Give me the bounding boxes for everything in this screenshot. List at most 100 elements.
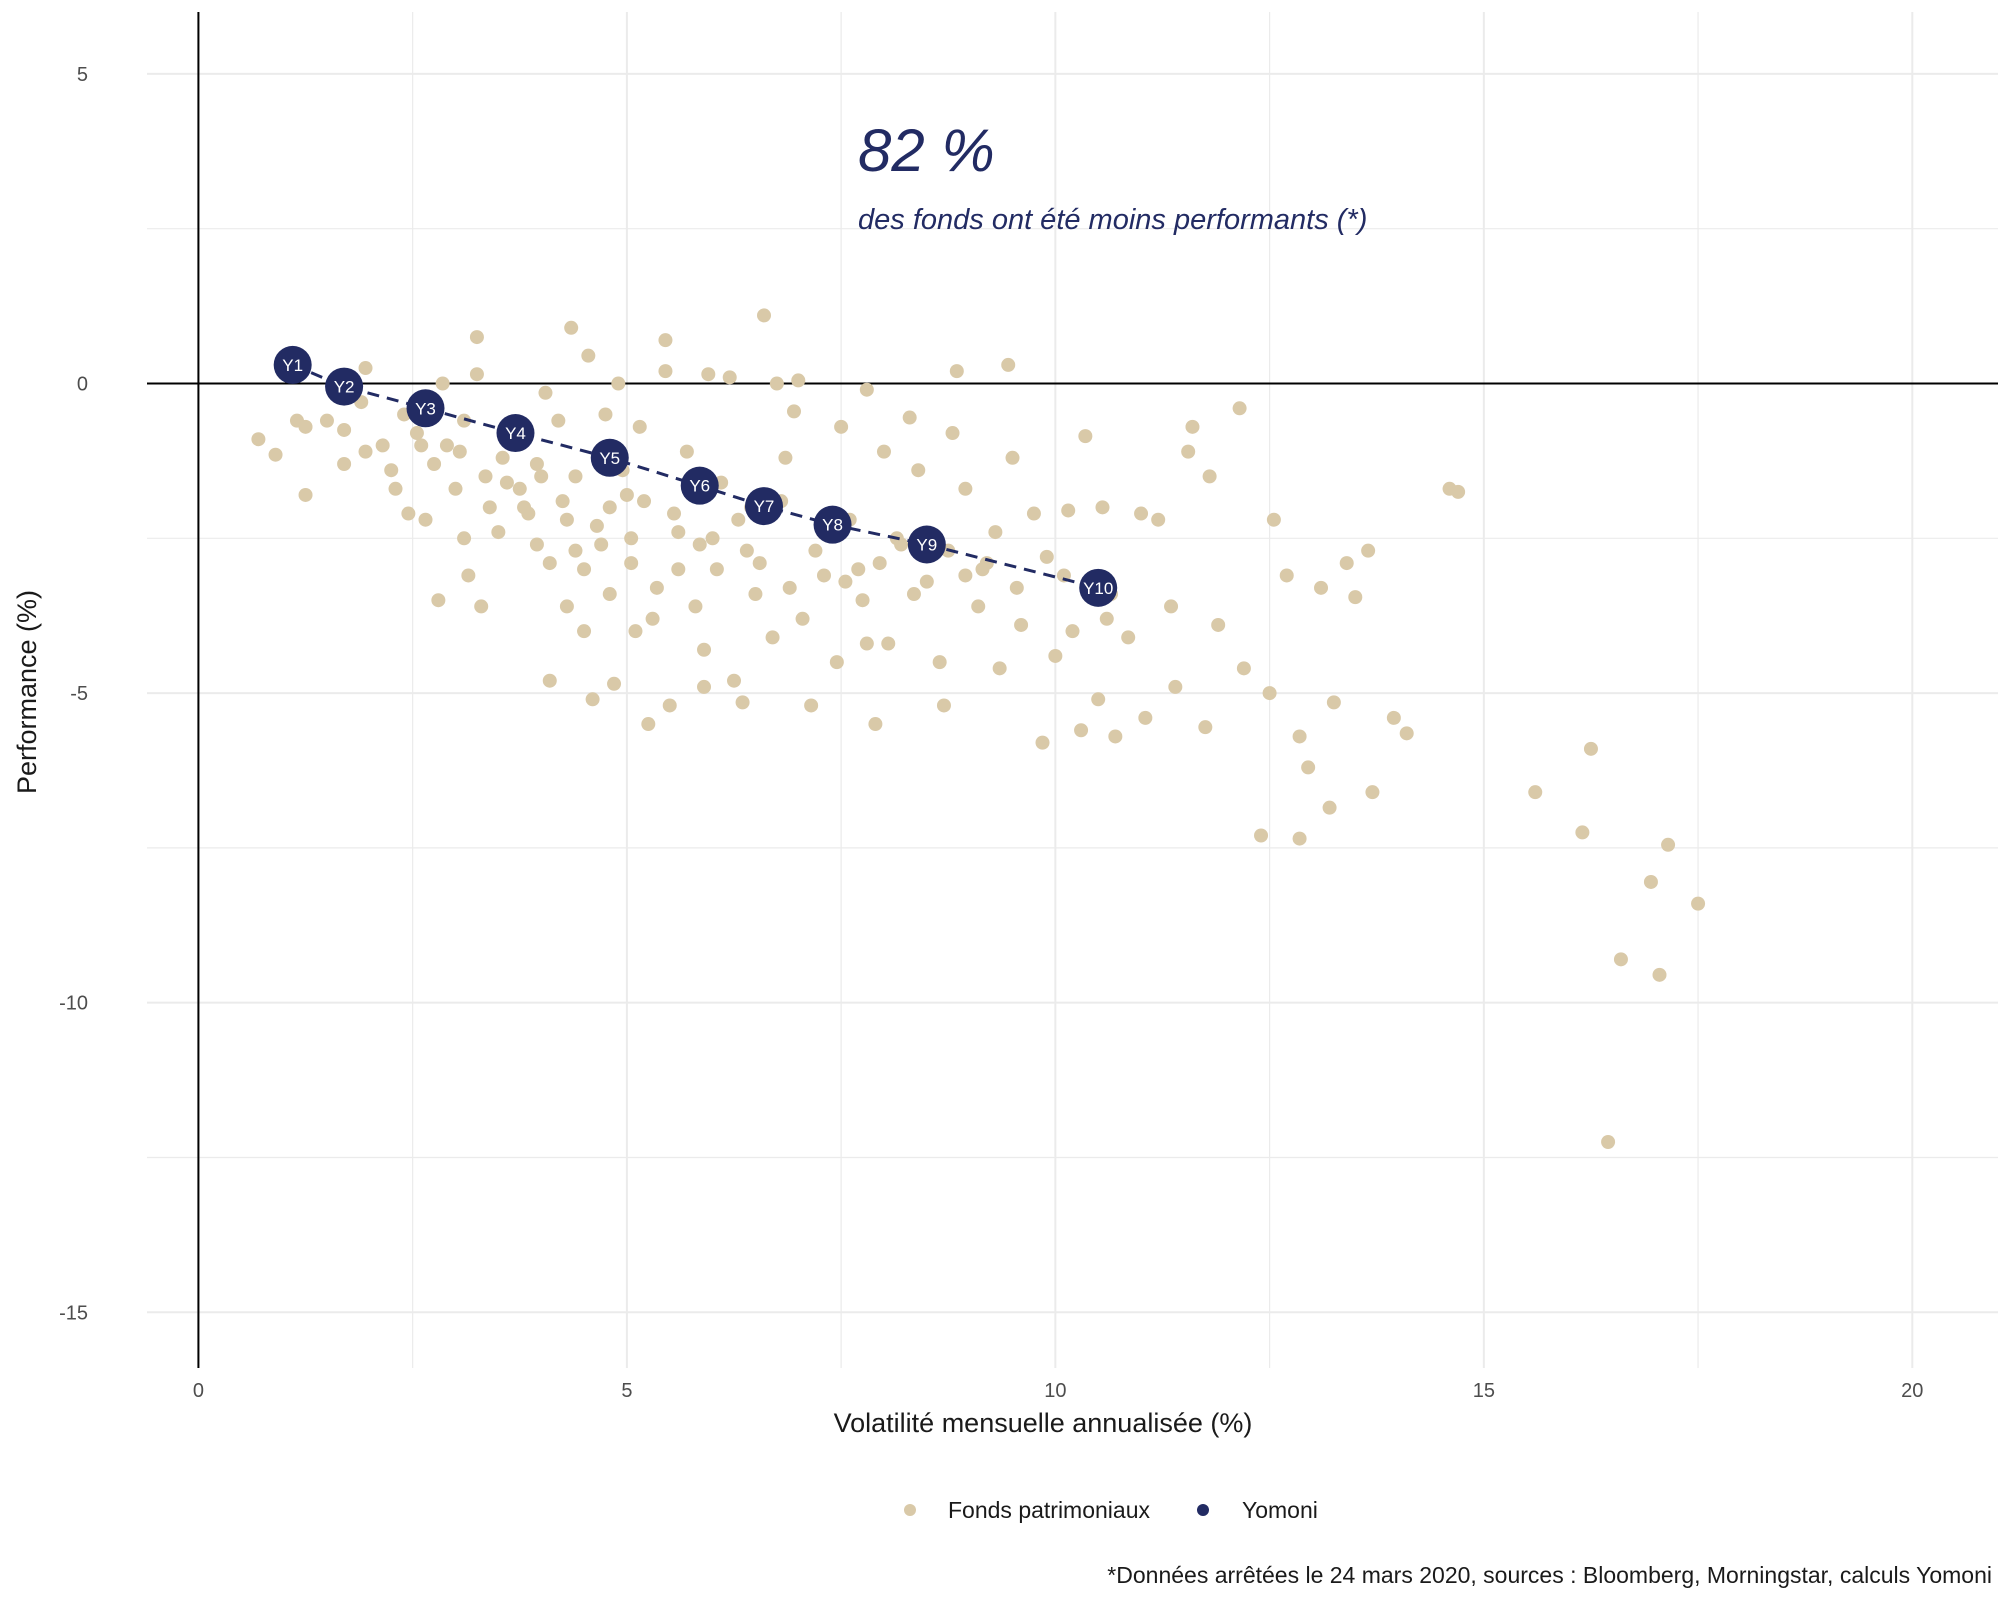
fund-point bbox=[902, 410, 917, 425]
fund-point bbox=[1322, 800, 1337, 815]
fund-point bbox=[529, 537, 544, 552]
fund-point bbox=[1451, 484, 1466, 499]
fund-point bbox=[1091, 692, 1106, 707]
fund-point bbox=[632, 419, 647, 434]
major-gridlines bbox=[147, 12, 1998, 1368]
fund-point bbox=[529, 457, 544, 471]
yomoni-point bbox=[745, 487, 783, 526]
fund-point bbox=[1292, 831, 1307, 846]
fund-points-series bbox=[251, 308, 1706, 1149]
yomoni-point bbox=[680, 466, 719, 505]
yomoni-point-label: Y10 bbox=[1083, 579, 1113, 598]
fund-point bbox=[662, 698, 677, 713]
fund-point bbox=[859, 382, 874, 397]
yomoni-points-series: Y1 Y2 Y3 Y4 Y5 Y6 Y7 Y8 Y9 Y10 bbox=[273, 345, 1118, 607]
fund-point bbox=[568, 543, 583, 558]
fund-point bbox=[1014, 617, 1029, 632]
fund-point bbox=[461, 568, 476, 583]
fund-point bbox=[735, 695, 750, 710]
fund-point bbox=[1643, 874, 1658, 889]
fund-point bbox=[786, 404, 801, 419]
fund-point bbox=[667, 506, 682, 521]
fund-point bbox=[727, 673, 742, 688]
legend-label-funds: Fonds patrimoniaux bbox=[948, 1497, 1150, 1523]
fund-point bbox=[658, 364, 673, 379]
fund-point bbox=[1121, 630, 1136, 645]
yomoni-point bbox=[406, 389, 445, 428]
fund-point bbox=[1061, 503, 1076, 518]
fund-point bbox=[1528, 785, 1543, 800]
fund-point bbox=[517, 500, 532, 515]
fund-point bbox=[495, 450, 510, 465]
fund-point bbox=[542, 673, 557, 688]
fund-point bbox=[1339, 556, 1354, 571]
fund-point bbox=[1399, 726, 1414, 741]
yomoni-point bbox=[907, 525, 946, 564]
legend-label-yomoni: Yomoni bbox=[1242, 1497, 1318, 1523]
fund-point bbox=[602, 500, 617, 515]
fund-point bbox=[705, 531, 720, 546]
fund-point bbox=[936, 698, 951, 713]
x-tick-label: 10 bbox=[1044, 1380, 1066, 1402]
yomoni-point bbox=[496, 414, 535, 453]
fund-point bbox=[932, 655, 947, 670]
yomoni-trend-line bbox=[292, 363, 1099, 590]
fund-point bbox=[697, 642, 712, 657]
fund-point bbox=[1262, 686, 1277, 701]
fund-point bbox=[1292, 729, 1307, 744]
legend-dot-yomoni bbox=[1197, 1504, 1209, 1516]
fund-point bbox=[872, 556, 887, 571]
fund-point bbox=[855, 593, 870, 608]
fund-point bbox=[1326, 695, 1341, 710]
fund-point bbox=[1211, 617, 1226, 632]
fund-point bbox=[679, 444, 694, 459]
minor-gridlines bbox=[147, 12, 1998, 1368]
fund-point bbox=[838, 574, 853, 589]
yomoni-point-label: Y6 bbox=[689, 477, 710, 496]
fund-point bbox=[752, 556, 767, 571]
yomoni-point-label: Y4 bbox=[505, 424, 526, 443]
fund-point bbox=[722, 370, 737, 385]
fund-point bbox=[975, 562, 990, 577]
fund-point bbox=[457, 531, 472, 546]
fund-point bbox=[1134, 506, 1149, 521]
fund-point bbox=[765, 630, 780, 645]
fund-point bbox=[971, 599, 986, 614]
fund-point bbox=[769, 376, 784, 391]
fund-point bbox=[1361, 543, 1376, 558]
fund-point bbox=[876, 444, 891, 459]
fund-point bbox=[1099, 611, 1114, 626]
fund-point bbox=[624, 531, 639, 546]
fund-point bbox=[619, 487, 634, 502]
fund-point bbox=[1314, 580, 1329, 595]
fund-point bbox=[992, 661, 1007, 676]
fund-point bbox=[474, 599, 489, 614]
yomoni-point-label: Y1 bbox=[282, 356, 303, 375]
yomoni-point-label: Y9 bbox=[916, 535, 937, 554]
legend-dot-funds bbox=[904, 1504, 916, 1516]
fund-point bbox=[1661, 837, 1676, 852]
y-axis-title: Performance (%) bbox=[12, 590, 42, 794]
fund-point bbox=[577, 624, 592, 639]
yomoni-dashed-line bbox=[292, 363, 1099, 590]
fund-point bbox=[671, 525, 686, 540]
fund-point bbox=[778, 450, 793, 465]
fund-point bbox=[542, 556, 557, 571]
fund-point bbox=[594, 537, 609, 552]
fund-point bbox=[559, 512, 574, 527]
fund-point bbox=[1151, 512, 1166, 527]
fund-point bbox=[409, 426, 424, 441]
yomoni-point-label: Y3 bbox=[415, 399, 436, 418]
fund-point bbox=[298, 487, 313, 502]
fund-point bbox=[457, 413, 472, 428]
yomoni-point-label: Y5 bbox=[599, 449, 620, 468]
x-tick-label: 0 bbox=[193, 1380, 204, 1402]
fund-point bbox=[358, 361, 373, 376]
fund-point bbox=[1168, 679, 1183, 694]
fund-point bbox=[251, 432, 266, 447]
fund-point bbox=[431, 593, 446, 608]
fund-point bbox=[1601, 1135, 1616, 1149]
fund-point bbox=[919, 574, 934, 589]
y-axis-ticks: 5 0 -5 -10 -15 bbox=[59, 64, 88, 1324]
fund-point bbox=[414, 438, 429, 453]
